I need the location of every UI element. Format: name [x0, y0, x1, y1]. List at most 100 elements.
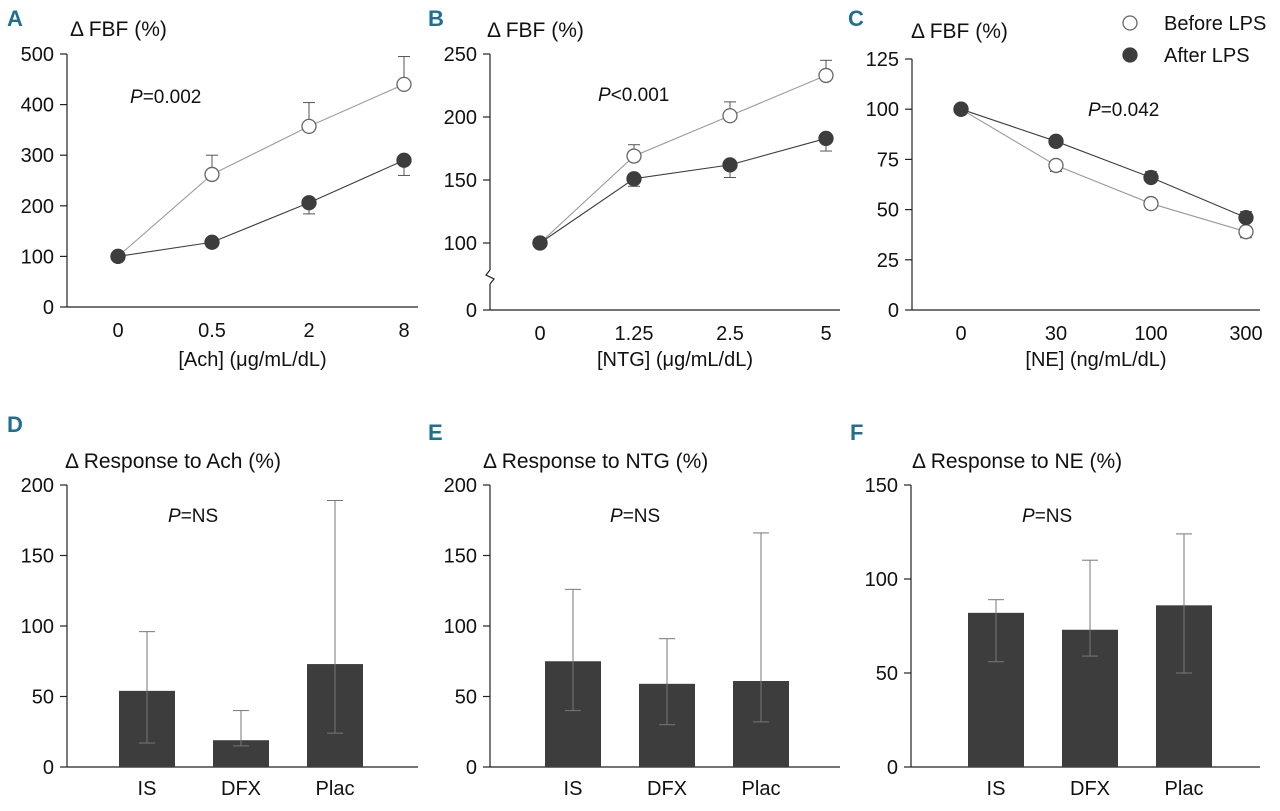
x-tick-label: 0	[112, 320, 123, 342]
data-point-after	[1048, 133, 1064, 149]
x-tick-label: Plac	[316, 778, 355, 800]
x-tick-label: 2	[303, 320, 314, 342]
y-axis-label: Δ FBF (%)	[911, 20, 1008, 43]
p-value-symbol: P	[598, 85, 611, 106]
series-line-before	[117, 83, 405, 257]
x-tick-label: 300	[1229, 323, 1262, 345]
data-point-after	[396, 152, 412, 168]
y-tick-label: 100	[866, 99, 899, 121]
y-tick-label: 300	[21, 145, 54, 167]
data-point-after	[626, 171, 642, 187]
p-value-text: =0.002	[143, 87, 202, 108]
data-point-before	[1143, 195, 1159, 212]
data-point-before	[301, 118, 317, 135]
y-tick-label: 0	[466, 300, 477, 322]
x-tick-label: 5	[820, 323, 831, 345]
x-tick-label: 0	[955, 323, 966, 345]
y-tick-label: 250	[444, 44, 477, 66]
panel-label: F	[850, 420, 863, 445]
panel-f: F Δ Response to NE (%) 0 50 100 150 P=NS IS DFX P…	[850, 420, 1260, 800]
data-point-before	[1048, 157, 1064, 174]
y-tick-label: 0	[43, 757, 54, 779]
axis-break-mark	[485, 269, 495, 285]
y-tick-label: 150	[21, 546, 54, 568]
y-tick-label: 125	[866, 49, 899, 71]
y-tick-label: 100	[21, 616, 54, 638]
p-value-text: =NS	[1035, 506, 1073, 527]
y-tick-label: 25	[877, 250, 899, 272]
x-axis-label: [Ach] (μg/mL/dL)	[178, 349, 326, 371]
y-tick-label: 0	[43, 297, 54, 319]
x-tick-label: DFX	[1070, 778, 1110, 800]
series-line-after	[539, 137, 827, 244]
panel-label: C	[848, 6, 864, 31]
x-tick-label: IS	[564, 778, 583, 800]
data-point-before	[204, 166, 220, 183]
data-point-after	[204, 234, 220, 250]
y-tick-label: 100	[444, 616, 477, 638]
panel-label: D	[7, 412, 23, 437]
p-value-symbol: P	[1022, 506, 1035, 527]
x-tick-label: 100	[1134, 323, 1167, 345]
p-value: P=NS	[1022, 506, 1072, 527]
y-axis-label: Δ Response to NE (%)	[912, 450, 1122, 473]
y-tick-label: 200	[444, 107, 477, 129]
y-tick-label: 50	[876, 663, 898, 685]
panel-a: A Δ FBF (%) 0 100 200 300 400 500 P=0.002 0 0.5 2 8 […	[7, 6, 418, 371]
data-point-before	[626, 148, 642, 164]
x-tick-label: 2.5	[716, 323, 744, 345]
x-tick-label: DFX	[221, 778, 261, 800]
panel-e: E Δ Response to NTG (%) 0 50 100 150 200 P=NS IS…	[428, 420, 840, 800]
p-value-symbol: P	[168, 506, 181, 527]
x-tick-label: 0.5	[198, 320, 226, 342]
p-value: P=NS	[168, 506, 218, 527]
panel-c: C Δ FBF (%) 0 25 50 75 100 125 P=0.042 0 30 100 300 […	[848, 6, 1263, 371]
legend: Before LPS After LPS	[1122, 13, 1266, 67]
x-tick-label: DFX	[647, 778, 687, 800]
panel-label: E	[428, 420, 443, 445]
y-tick-label: 100	[444, 233, 477, 255]
x-tick-label: 0	[534, 323, 545, 345]
data-point-after	[818, 130, 834, 147]
data-point-after	[532, 235, 548, 251]
legend-after-label: After LPS	[1164, 45, 1250, 67]
series-line-after	[960, 108, 1247, 219]
y-axis-label: Δ FBF (%)	[70, 18, 167, 41]
legend-before-label: Before LPS	[1164, 13, 1266, 35]
series-line-before	[960, 108, 1247, 233]
p-value: P=NS	[610, 506, 660, 527]
x-tick-label: IS	[987, 778, 1006, 800]
data-point-after	[1143, 169, 1159, 186]
x-tick-label: 8	[398, 320, 409, 342]
y-tick-label: 150	[865, 475, 898, 497]
p-value: P=0.042	[1088, 100, 1159, 121]
y-tick-label: 50	[32, 687, 54, 709]
y-tick-label: 0	[888, 300, 899, 322]
p-value-symbol: P	[610, 506, 623, 527]
data-point-before	[396, 76, 412, 93]
data-point-after	[110, 248, 126, 265]
y-tick-label: 150	[444, 546, 477, 568]
y-tick-label: 200	[21, 196, 54, 218]
p-value-symbol: P	[130, 87, 143, 108]
y-tick-label: 50	[877, 200, 899, 222]
data-point-before	[1238, 224, 1254, 240]
data-point-before	[818, 67, 834, 84]
panel-b: B Δ FBF (%) 0 100 150 200 250 P<0.001 0 1.25 2.5 5 […	[428, 6, 840, 371]
p-value-text: =0.042	[1101, 100, 1160, 121]
data-point-after	[722, 157, 738, 173]
y-tick-label: 500	[21, 44, 54, 66]
panel-d: D Δ Response to Ach (%) 0 50 100 150 200 P=NS IS…	[7, 412, 418, 800]
data-point-before	[722, 108, 738, 124]
data-point-after	[953, 101, 969, 117]
p-value-text: <0.001	[611, 85, 670, 106]
y-tick-label: 200	[21, 475, 54, 497]
x-tick-label: Plac	[1165, 778, 1204, 800]
panel-label: A	[7, 6, 23, 31]
y-tick-label: 100	[21, 246, 54, 268]
panel-label: B	[428, 6, 444, 31]
series-line-after	[117, 159, 405, 257]
p-value: P=0.002	[130, 87, 201, 108]
x-axis-label: [NE] (ng/mL/dL)	[1025, 349, 1166, 371]
